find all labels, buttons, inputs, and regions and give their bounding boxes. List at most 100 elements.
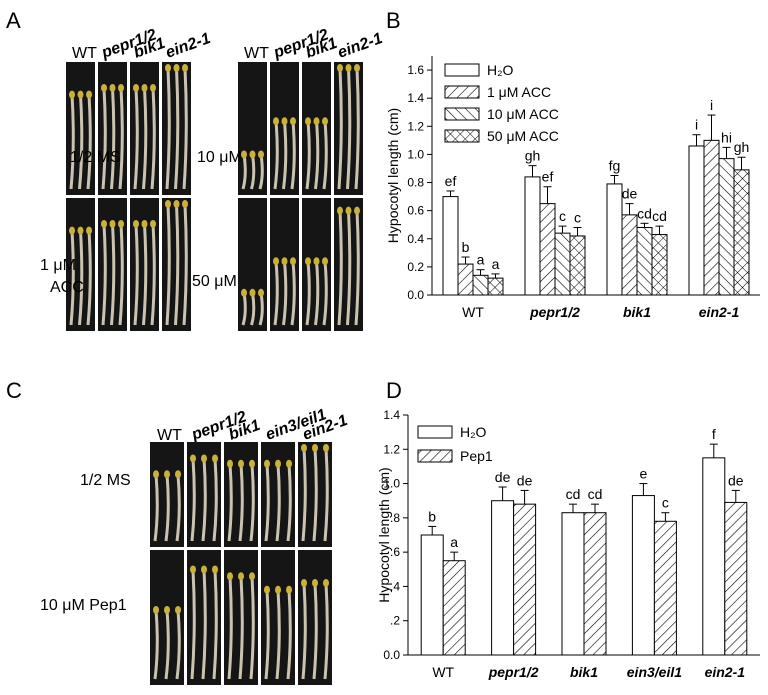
- cotyledon: [301, 444, 307, 452]
- y-tick-label: 1.6: [407, 63, 424, 77]
- x-tick-label: pepr1/2: [529, 304, 580, 320]
- seedling: [86, 94, 92, 190]
- y-tick-label: 0.0: [407, 288, 424, 302]
- cotyledon: [264, 459, 270, 468]
- seedling: [249, 576, 255, 680]
- legend-swatch: [417, 449, 453, 463]
- legend-label: H₂O: [460, 424, 487, 440]
- bar: [651, 234, 668, 296]
- seedling: [337, 67, 343, 190]
- bar: [487, 277, 504, 296]
- column-label: ein2-1: [164, 30, 213, 62]
- seedling: [101, 87, 107, 190]
- legend-swatch: [444, 63, 480, 77]
- x-tick-label: ein3/eil1: [627, 664, 682, 680]
- cotyledon: [264, 585, 270, 594]
- cotyledon: [322, 117, 328, 126]
- y-tick-label: .8: [390, 511, 400, 525]
- legend-label: H₂O: [487, 62, 514, 78]
- significance-letter: cd: [566, 486, 581, 502]
- seedling: [175, 474, 181, 542]
- seedling: [118, 87, 124, 190]
- cotyledon: [109, 83, 116, 92]
- seedling: [133, 87, 139, 190]
- y-tick-label: 1.2: [383, 442, 400, 456]
- seedling: [110, 87, 116, 190]
- seedling: [282, 121, 288, 190]
- cotyledon: [238, 459, 244, 468]
- seedling: [133, 223, 139, 326]
- seedling: [323, 447, 329, 542]
- seedling: [312, 447, 318, 542]
- cotyledon: [141, 219, 148, 228]
- seedling: [301, 582, 307, 680]
- bar: [491, 500, 515, 656]
- cotyledon: [150, 83, 156, 92]
- bar: [688, 145, 705, 296]
- seedling: [69, 94, 75, 190]
- condition-label: 1 μM: [40, 257, 76, 274]
- significance-letter: cd: [652, 208, 667, 224]
- seedling: [290, 261, 296, 326]
- significance-letter: de: [728, 472, 744, 488]
- seedling: [142, 87, 148, 190]
- legend-swatch: [444, 107, 480, 121]
- condition-label: 10 μM Pep1: [40, 597, 127, 614]
- cotyledon: [275, 585, 281, 594]
- seedling: [212, 458, 218, 542]
- seedling: [153, 609, 159, 680]
- seedling: [273, 121, 279, 190]
- cotyledon: [281, 117, 288, 126]
- cotyledon: [109, 219, 116, 228]
- cotyledon: [241, 288, 247, 297]
- cotyledon: [182, 64, 188, 72]
- seedling: [346, 67, 352, 190]
- cotyledon: [313, 257, 320, 266]
- panel-letter: D: [386, 378, 402, 403]
- y-tick-label: .4: [390, 579, 400, 593]
- cotyledon: [190, 454, 196, 463]
- cotyledon: [175, 470, 181, 479]
- cotyledon: [190, 565, 196, 574]
- bar: [472, 274, 489, 296]
- bar: [442, 560, 466, 656]
- legend-swatch: [444, 129, 480, 143]
- cotyledon: [249, 572, 255, 581]
- y-tick-label: 1.4: [407, 91, 424, 105]
- cotyledon: [337, 64, 343, 72]
- significance-letter: cd: [588, 486, 603, 502]
- x-tick-label: pepr1/2: [488, 664, 539, 680]
- seedling: [174, 67, 180, 190]
- cotyledon: [69, 90, 75, 99]
- cotyledon: [153, 470, 159, 479]
- significance-letter: f: [712, 426, 716, 442]
- significance-letter: hi: [721, 129, 732, 145]
- cotyledon: [281, 257, 288, 266]
- cotyledon: [323, 444, 329, 452]
- significance-letter: gh: [734, 139, 750, 155]
- significance-letter: b: [428, 508, 436, 524]
- seedling: [150, 87, 156, 190]
- y-axis-label: Hypocotyl length (cm): [376, 467, 392, 602]
- significance-letter: cd: [637, 205, 652, 221]
- y-tick-label: 0.2: [407, 260, 424, 274]
- seedling: [322, 121, 328, 190]
- seedling: [323, 582, 329, 680]
- bar: [561, 512, 585, 656]
- cotyledon: [69, 226, 75, 235]
- cotyledon: [323, 579, 329, 587]
- significance-letter: c: [559, 208, 566, 224]
- seedling: [314, 261, 320, 326]
- seedling: [164, 609, 170, 680]
- seedling: [305, 121, 311, 190]
- significance-letter: i: [710, 97, 713, 113]
- y-tick-label: 0.4: [407, 232, 424, 246]
- condition-label: 10 μM: [197, 149, 242, 166]
- significance-letter: gh: [525, 148, 541, 164]
- seedling: [165, 67, 171, 190]
- y-tick-label: 1.4: [383, 408, 400, 422]
- y-tick-label: 1.0: [383, 477, 400, 491]
- significance-letter: de: [622, 186, 638, 202]
